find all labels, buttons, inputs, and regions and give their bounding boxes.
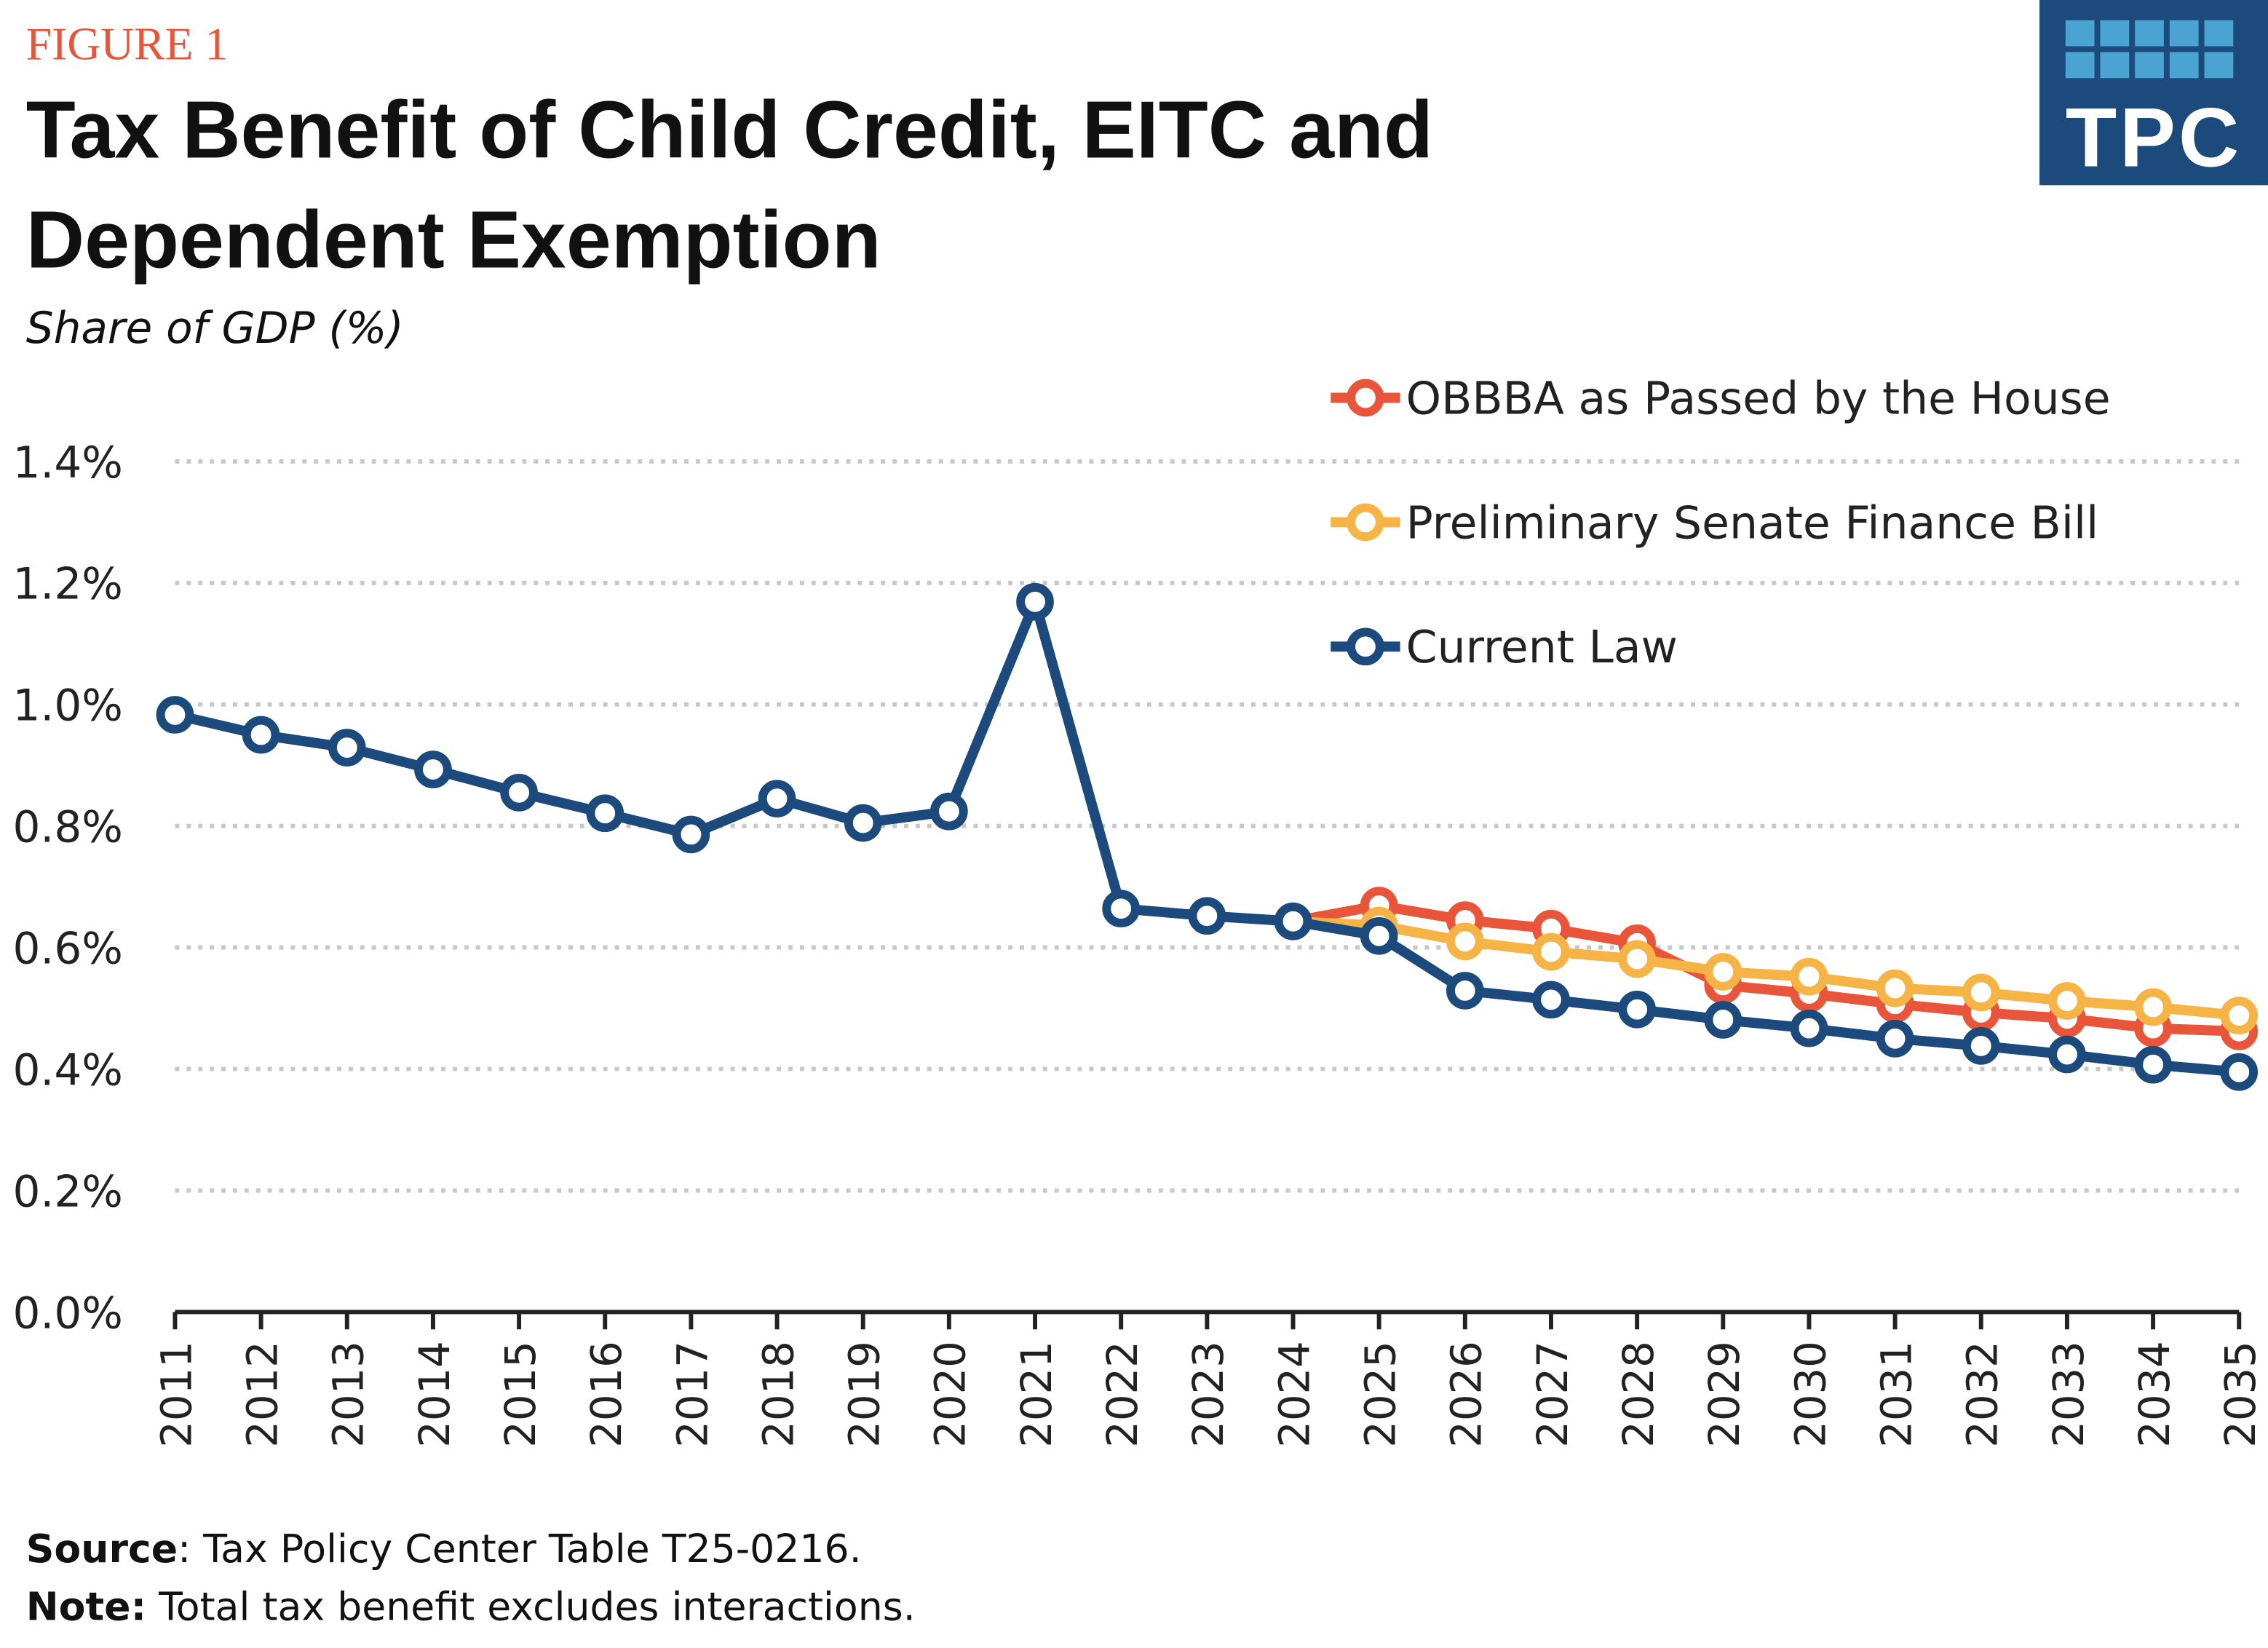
data-point [672,815,710,854]
x-tick-label: 2021 [1012,1341,1061,1448]
data-point [2048,1035,2086,1074]
x-tick-label: 2019 [841,1341,889,1448]
data-point [2048,982,2086,1020]
x-tick-label: 2033 [2045,1341,2093,1448]
x-tick-label: 2012 [238,1341,287,1448]
note-text: Total tax benefit excludes interactions. [159,1585,916,1631]
x-tick-label: 2014 [411,1341,459,1448]
x-tick-label: 2030 [1786,1341,1835,1448]
x-tick-label: 2022 [1098,1341,1147,1448]
data-point [1790,1009,1828,1047]
x-tick-label: 2024 [1270,1341,1319,1448]
x-tick-label: 2034 [2130,1341,2179,1448]
legend-marker [1347,627,1384,666]
legend-marker [1347,379,1384,417]
x-tick-label: 2015 [496,1341,545,1448]
x-tick-label: 2017 [668,1341,717,1448]
data-point [1618,940,1656,978]
figure-label: FIGURE 1 [25,17,229,70]
y-tick-label: 0.6% [12,924,122,975]
data-point [1446,922,1484,961]
notes: Source: Tax Policy Center Table T25-0216… [26,1522,916,1638]
data-point [844,804,882,842]
data-point [1790,957,1828,996]
x-tick-label: 2035 [2216,1341,2265,1448]
logo-grid [2065,20,2234,79]
x-tick-label: 2027 [1528,1341,1577,1448]
data-point [1962,1027,2000,1065]
legend-label: OBBBA as Passed by the House [1406,372,2111,424]
x-tick-label: 2032 [1959,1341,2007,1448]
data-point [500,773,538,812]
y-tick-label: 1.2% [12,560,122,610]
x-tick-label: 2020 [927,1341,975,1448]
data-point [1704,953,1742,991]
data-point [1360,916,1398,955]
logo-text: TPC [2065,91,2243,186]
data-point [1704,1001,1742,1039]
data-point [1016,582,1054,621]
x-tick-label: 2016 [582,1341,631,1448]
note-label: Source [25,1527,178,1573]
legend-label: Preliminary Senate Finance Bill [1406,496,2099,549]
y-tick-label: 0.2% [12,1167,122,1217]
data-point [2134,988,2172,1026]
data-point [1102,890,1141,928]
data-point [1962,973,2000,1012]
x-tick-label: 2025 [1357,1341,1405,1448]
x-tick-label: 2023 [1184,1341,1233,1448]
data-point [1876,969,1914,1007]
x-tick-label: 2029 [1700,1341,1749,1448]
data-point [586,794,625,833]
data-point [2220,1053,2259,1091]
data-point [1532,932,1570,971]
data-point [1446,972,1484,1010]
data-point [930,792,968,831]
data-point [2220,997,2259,1034]
x-tick-label: 2031 [1872,1341,1921,1448]
data-point [1188,897,1226,935]
y-tick-label: 0.4% [12,1045,122,1096]
series-line [173,596,2240,1077]
x-tick-label: 2026 [1443,1341,1491,1448]
chart-title: Tax Benefit of Child Credit, EITC and De… [25,84,1433,285]
data-point [758,780,796,817]
y-tick-label: 1.4% [12,438,122,488]
note: Note: Total tax benefit excludes interac… [26,1580,916,1637]
x-tick-label: 2018 [754,1341,803,1448]
x-tick-label: 2013 [325,1341,373,1448]
y-tick-label: 1.0% [12,681,122,732]
note-text: : Tax Policy Center Table T25-0216. [178,1527,862,1573]
x-tick-label: 2028 [1614,1341,1663,1448]
legend-label: Current Law [1406,621,1678,673]
data-point [328,729,366,766]
logo: TPC [2039,0,2268,186]
y-tick-label: 0.0% [12,1288,122,1339]
note: Source: Tax Policy Center Table T25-0216… [26,1522,916,1580]
data-point [156,696,194,734]
data-point [1618,990,1656,1029]
legend-marker [1347,503,1384,542]
data-point [414,750,452,788]
data-point [1876,1020,1914,1058]
data-point [1532,981,1570,1019]
x-tick-label: 2011 [152,1341,201,1448]
note-label: Note: [25,1585,147,1631]
y-tick-label: 0.8% [12,803,122,853]
chart-subtitle: Share of GDP (%) [25,304,404,354]
data-point [242,716,280,754]
data-point [2134,1045,2172,1084]
data-point [1274,902,1312,940]
